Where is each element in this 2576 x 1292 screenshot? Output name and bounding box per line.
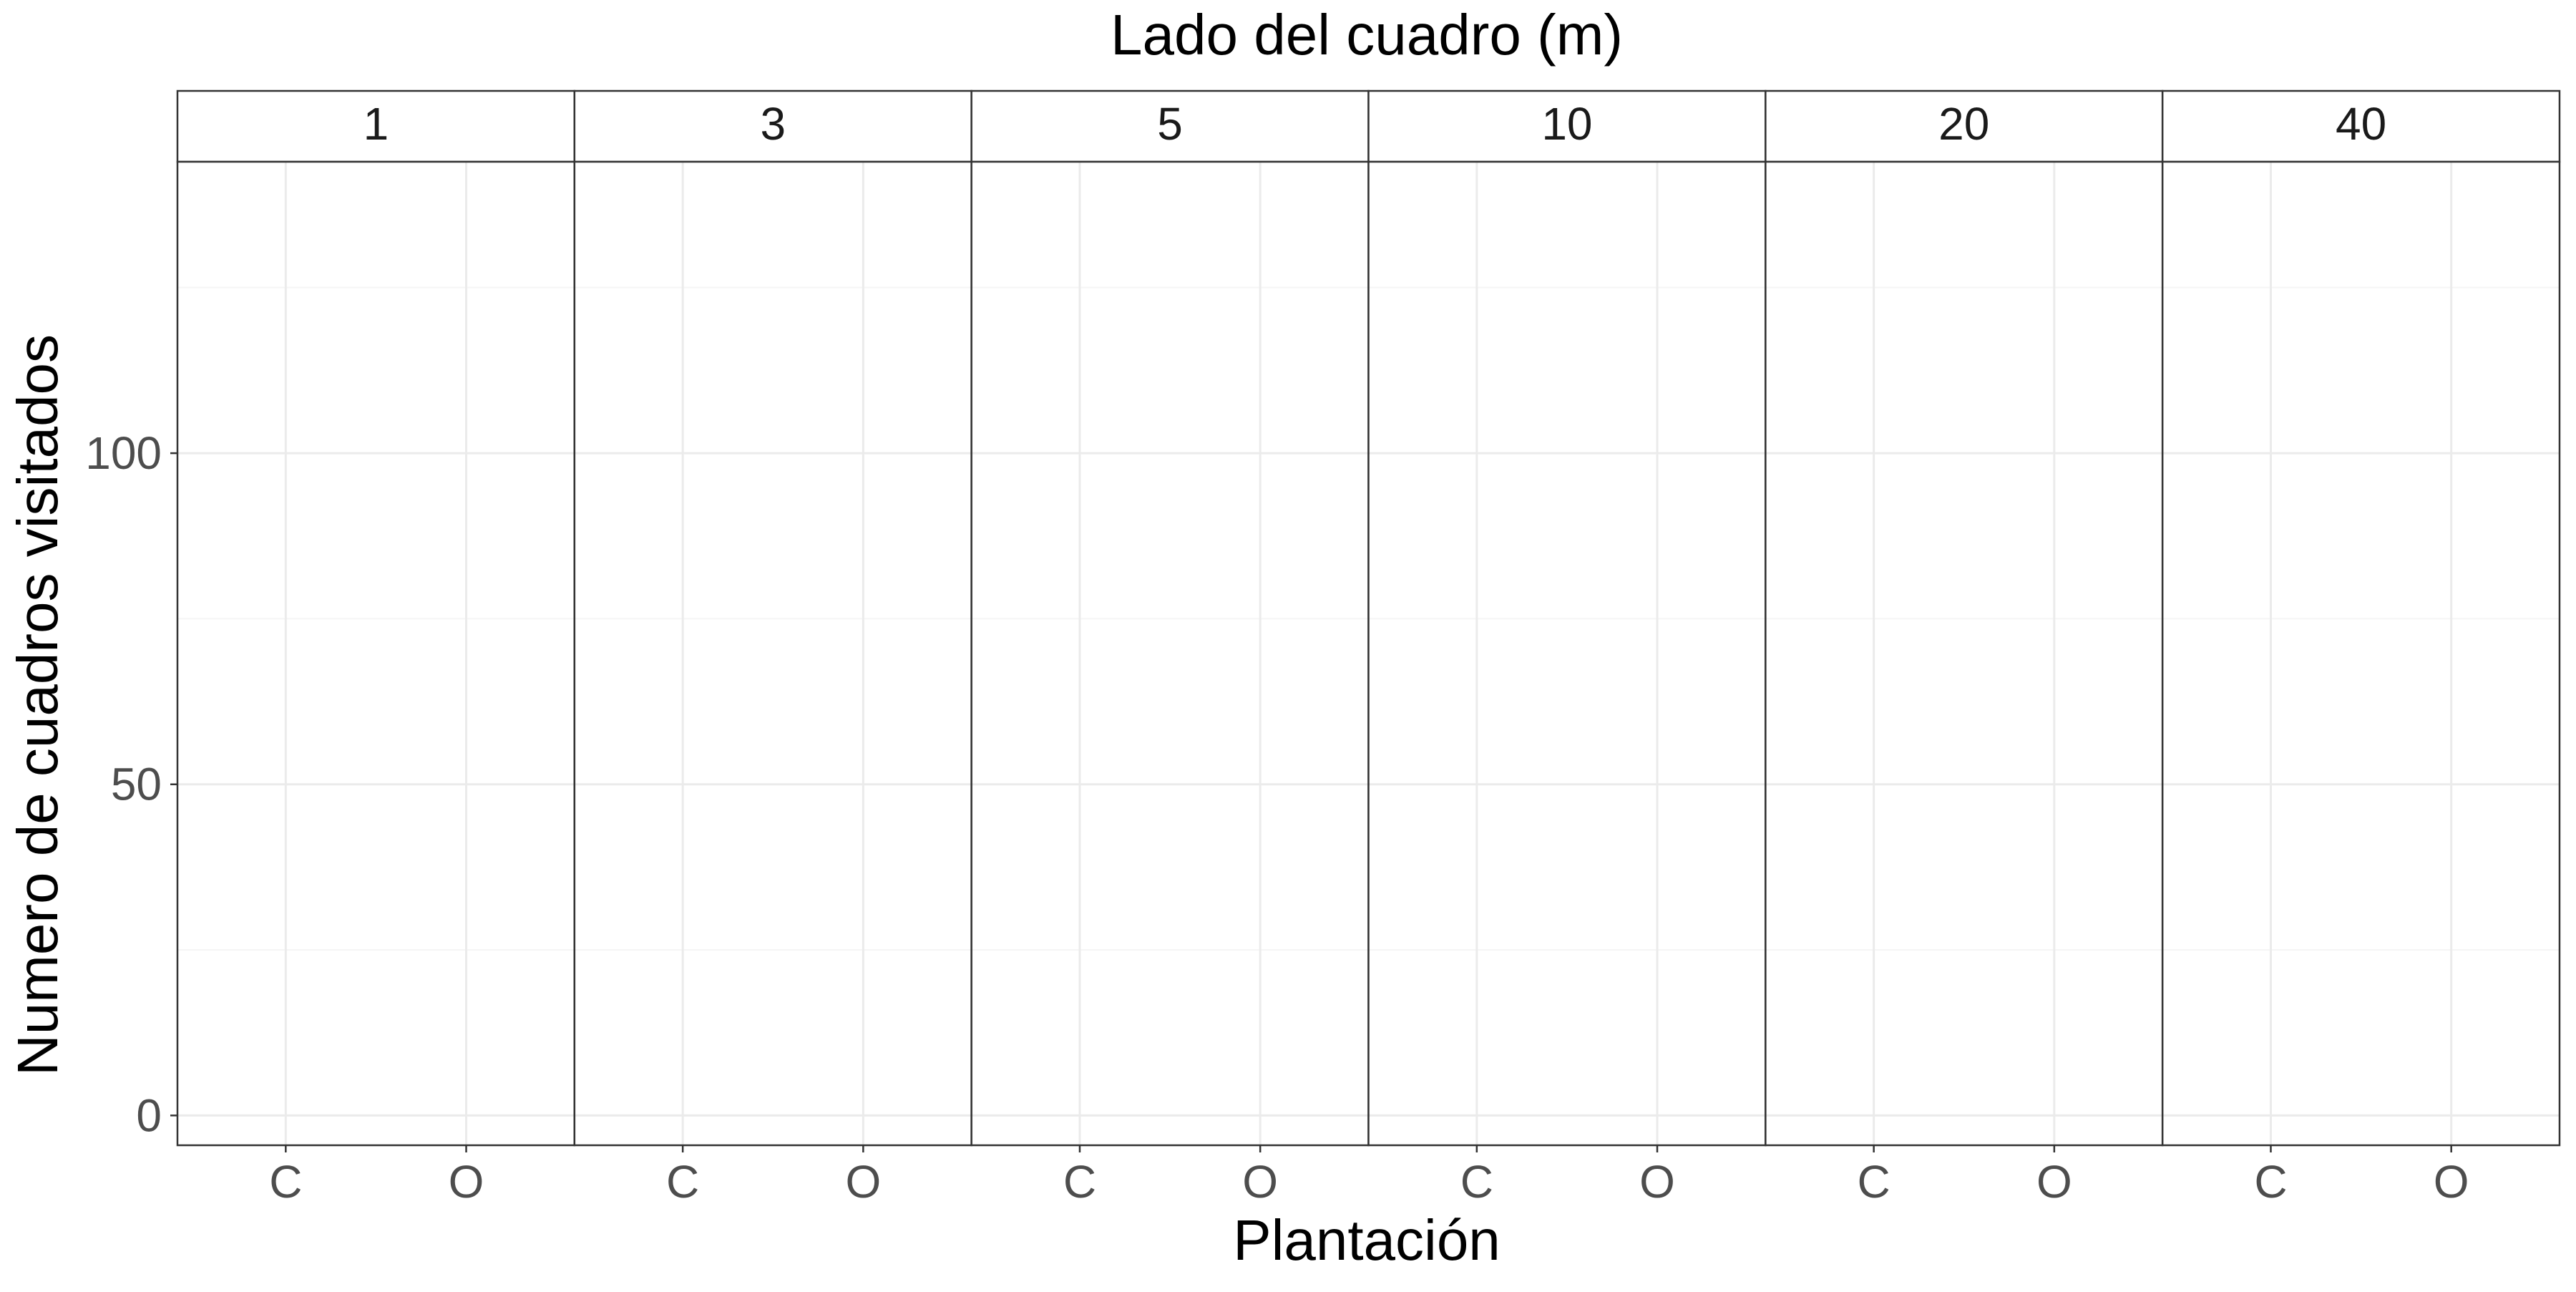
facet-panels: 1 C O 3 C O 5 C O 10 C O 20 C O 40 C O: [176, 89, 2561, 1208]
facet-strip: [1765, 89, 2164, 163]
x-tick-label: C: [1460, 1156, 1493, 1208]
x-tick-label: O: [2036, 1156, 2072, 1208]
panel-background: [177, 162, 575, 1145]
facet-strip-label: 20: [1938, 98, 1989, 150]
facet-strip-label: 5: [1157, 98, 1183, 150]
x-tick-label: C: [1063, 1156, 1096, 1208]
y-axis: 0 50 100: [85, 427, 177, 1141]
x-tick-label: O: [449, 1156, 484, 1208]
x-tick-label: C: [269, 1156, 302, 1208]
x-tick-label: O: [845, 1156, 881, 1208]
x-axis-label: Plantación: [1233, 1208, 1501, 1272]
x-tick-label: C: [2254, 1156, 2287, 1208]
panel-background: [971, 162, 1369, 1145]
facet-strip-label: 10: [1541, 98, 1592, 150]
panel-background: [1765, 162, 2163, 1145]
x-tick-label: O: [2434, 1156, 2469, 1208]
y-tick-label: 100: [85, 427, 162, 479]
facet-panel-40: 40 C O: [2161, 89, 2561, 1208]
x-tick-label: C: [666, 1156, 699, 1208]
facet-strip: [2161, 89, 2561, 163]
panel-background: [2162, 162, 2560, 1145]
panel-background: [1368, 162, 1766, 1145]
facet-panel-10: 10 C O: [1367, 89, 1767, 1208]
panel-background: [574, 162, 972, 1145]
x-tick-label: O: [1242, 1156, 1278, 1208]
facet-title: Lado del cuadro (m): [1111, 3, 1623, 67]
facet-panel-3: 3 C O: [573, 89, 972, 1208]
x-tick-label: C: [1858, 1156, 1890, 1208]
facet-panel-1: 1 C O: [176, 89, 576, 1208]
facet-strip-label: 3: [760, 98, 786, 150]
facet-panel-5: 5 C O: [970, 89, 1370, 1208]
panel-border: [2161, 160, 2561, 1147]
y-tick-label: 50: [111, 759, 162, 810]
facet-strip-label: 40: [2336, 98, 2386, 150]
y-axis-label: Numero de cuadros visitados: [6, 334, 69, 1076]
facet-strip-label: 1: [364, 98, 389, 150]
y-tick-label: 0: [136, 1089, 162, 1141]
facet-strip: [1367, 89, 1767, 163]
facet-strip: [176, 89, 576, 163]
x-tick-label: O: [1639, 1156, 1675, 1208]
facet-panel-20: 20 C O: [1765, 89, 2164, 1208]
